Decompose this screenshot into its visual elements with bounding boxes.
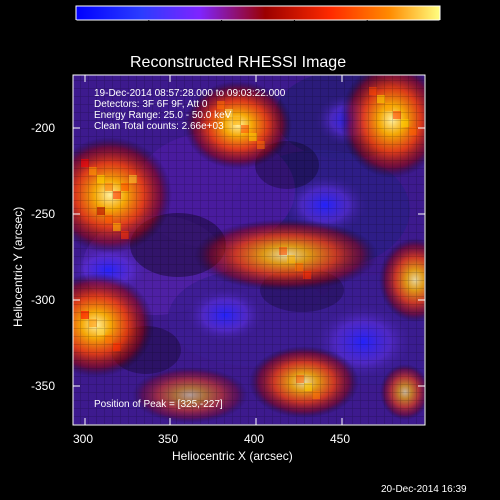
colorbar-label-6: 0.00068 <box>409 29 446 40</box>
colorbar-label-2: -0.00041 <box>124 29 164 40</box>
colorbar-label-1: -0.00068 <box>36 29 76 40</box>
x-tick-450: 450 <box>330 432 350 446</box>
image-annotation-line-4: Clean Total counts: 2.66e+03 <box>94 121 224 132</box>
colorbar-unit-label: (photons cm⁻² s⁻¹ asec⁻²) <box>185 41 301 52</box>
colorbar-label-4: 0.00014 <box>272 29 309 40</box>
y-tick-minus-200: -200 <box>31 121 55 135</box>
y-tick-minus-350: -350 <box>31 379 55 393</box>
colorbar-labels: -0.00068 -0.00041 -0.00014 0.00014 0.000… <box>36 29 446 40</box>
plot-title: Reconstructed RHESSI Image <box>130 54 346 71</box>
image-annotation-line-3: Energy Range: 25.0 - 50.0 keV <box>94 110 232 121</box>
image-annotation-line-1: 19-Dec-2014 08:57:28.000 to 09:03:22.000 <box>94 88 286 99</box>
x-tick-350: 350 <box>158 432 178 446</box>
y-axis-label: Heliocentric Y (arcsec) <box>11 207 25 327</box>
footer-timestamp: 20-Dec-2014 16:39 <box>381 484 467 495</box>
rhessi-image: 19-Dec-2014 08:57:28.000 to 09:03:22.000… <box>73 75 425 425</box>
y-tick-minus-300: -300 <box>31 293 55 307</box>
peak-position-label: Position of Peak = [325,-227] <box>94 399 223 410</box>
colorbar-label-3: -0.00014 <box>195 29 235 40</box>
colorbar-label-5: 0.00041 <box>343 29 380 40</box>
x-tick-300: 300 <box>73 432 93 446</box>
y-tick-minus-250: -250 <box>31 207 55 221</box>
image-frame <box>72 74 426 426</box>
x-axis-label: Heliocentric X (arcsec) <box>172 449 293 463</box>
colorbar-ticks <box>75 20 441 24</box>
image-annotation-line-2: Detectors: 3F 6F 9F, Att 0 <box>94 99 208 110</box>
colorbar <box>75 5 441 21</box>
x-tick-400: 400 <box>244 432 264 446</box>
axis-ticks <box>73 75 425 425</box>
